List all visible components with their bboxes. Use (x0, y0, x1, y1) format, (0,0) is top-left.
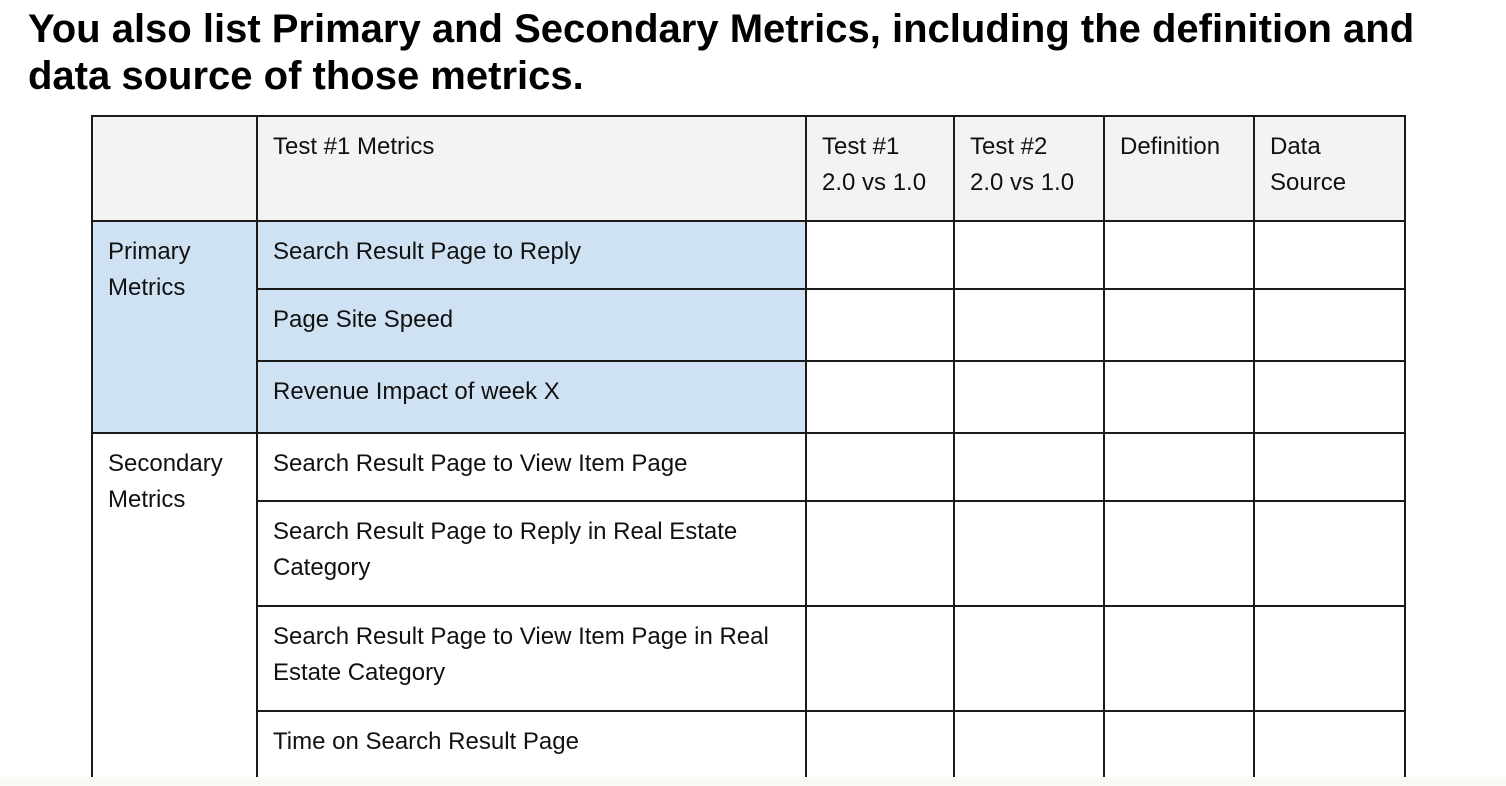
secondary-label-line2: Metrics (108, 486, 186, 513)
definition-cell (1103, 360, 1255, 434)
metric-name-cell: Search Result Page to View Item Page in … (256, 605, 807, 712)
header-data-source: Data Source (1253, 115, 1406, 222)
definition-cell (1103, 288, 1255, 362)
primary-metrics-group-label: Primary Metrics (91, 220, 258, 434)
primary-label-line1: Primary (108, 238, 191, 265)
table-header-row: Test #1 Metrics Test #1 2.0 vs 1.0 Test … (91, 115, 1406, 222)
secondary-label-line1: Secondary (108, 450, 223, 477)
metric-name-cell: Revenue Impact of week X (256, 360, 807, 434)
metric-name-cell: Search Result Page to View Item Page (256, 432, 807, 502)
header-test2-line1: Test #2 (970, 133, 1048, 160)
header-test2-line2: 2.0 vs 1.0 (970, 169, 1075, 196)
test2-value-cell (953, 432, 1105, 502)
data-source-cell (1253, 288, 1406, 362)
definition-cell (1103, 432, 1255, 502)
header-source-line2: Source (1270, 169, 1347, 196)
bottom-strip (0, 777, 1506, 786)
header-test1-line2: 2.0 vs 1.0 (822, 169, 927, 196)
data-source-cell (1253, 220, 1406, 290)
header-source-line1: Data (1270, 133, 1321, 160)
header-group-cell (91, 115, 258, 222)
definition-cell (1103, 500, 1255, 607)
header-metrics: Test #1 Metrics (256, 115, 807, 222)
test2-value-cell (953, 220, 1105, 290)
definition-cell (1103, 220, 1255, 290)
header-definition: Definition (1103, 115, 1255, 222)
table-row: Search Result Page to View Item Page in … (92, 605, 1406, 712)
header-test2: Test #2 2.0 vs 1.0 (953, 115, 1105, 222)
test2-value-cell (953, 500, 1105, 607)
test1-value-cell (805, 605, 955, 712)
data-source-cell (1253, 710, 1406, 780)
metrics-table: Test #1 Metrics Test #1 2.0 vs 1.0 Test … (91, 115, 1406, 780)
test2-value-cell (953, 288, 1105, 362)
metric-name-cell: Search Result Page to Reply (256, 220, 807, 290)
primary-label-line2: Metrics (108, 274, 186, 301)
test1-value-cell (805, 220, 955, 290)
metric-name-cell: Page Site Speed (256, 288, 807, 362)
table-row: Page Site Speed (92, 288, 1406, 362)
definition-cell (1103, 710, 1255, 780)
table-row: Search Result Page to Reply in Real Esta… (92, 500, 1406, 607)
secondary-metrics-group-label: Secondary Metrics (91, 432, 258, 780)
test1-value-cell (805, 710, 955, 780)
test2-value-cell (953, 605, 1105, 712)
header-test1: Test #1 2.0 vs 1.0 (805, 115, 955, 222)
header-metrics-label: Test #1 Metrics (273, 133, 435, 160)
test1-value-cell (805, 432, 955, 502)
table-row: Primary Metrics Search Result Page to Re… (91, 220, 1406, 434)
table-row: Secondary Metrics Search Result Page to … (91, 432, 1406, 780)
test2-value-cell (953, 360, 1105, 434)
data-source-cell (1253, 432, 1406, 502)
data-source-cell (1253, 500, 1406, 607)
test1-value-cell (805, 360, 955, 434)
header-test1-line1: Test #1 (822, 133, 900, 160)
definition-cell (1103, 605, 1255, 712)
slide-title: You also list Primary and Secondary Metr… (28, 7, 1415, 98)
test1-value-cell (805, 288, 955, 362)
data-source-cell (1253, 360, 1406, 434)
metric-name-cell: Time on Search Result Page (256, 710, 807, 780)
table-row: Time on Search Result Page (92, 710, 1406, 780)
metric-name-cell: Search Result Page to Reply in Real Esta… (256, 500, 807, 607)
data-source-cell (1253, 605, 1406, 712)
table-row: Revenue Impact of week X (92, 360, 1406, 434)
header-definition-label: Definition (1120, 133, 1221, 160)
test2-value-cell (953, 710, 1105, 780)
test1-value-cell (805, 500, 955, 607)
